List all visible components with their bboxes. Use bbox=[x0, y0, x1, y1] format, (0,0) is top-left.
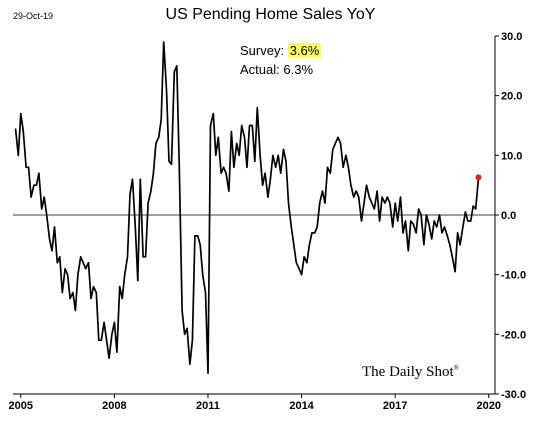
series-line bbox=[14, 41, 480, 374]
y-tick-label: -30.0 bbox=[501, 389, 526, 401]
series-group bbox=[14, 41, 482, 374]
x-tick-label: 2014 bbox=[289, 400, 314, 412]
survey-actual-annotation: Survey: 3.6% Actual: 6.3% bbox=[240, 41, 322, 79]
date-stamp: 29-Oct-19 bbox=[13, 11, 54, 21]
watermark-logo: The Daily Shot® bbox=[362, 364, 459, 381]
tick-labels: 30.0 20.0 10.0 0.0 -10.0 -20.0 -30.0 2005 2008 20… bbox=[9, 31, 527, 412]
survey-label: Survey: bbox=[240, 43, 285, 58]
watermark-text: The Daily Shot bbox=[362, 364, 454, 380]
registered-mark: ® bbox=[453, 364, 459, 372]
actual-value: 6.3% bbox=[283, 62, 314, 77]
survey-row: Survey: 3.6% bbox=[240, 41, 322, 60]
x-tick-label: 2005 bbox=[9, 400, 33, 412]
y-tick-label: 20.0 bbox=[501, 91, 522, 103]
chart-axes bbox=[13, 35, 499, 398]
y-tick-label: -20.0 bbox=[501, 329, 526, 341]
y-tick-label: 30.0 bbox=[501, 31, 522, 43]
y-tick-label: 0.0 bbox=[501, 210, 516, 222]
actual-row: Actual: 6.3% bbox=[240, 60, 321, 79]
endpoint-marker bbox=[475, 174, 482, 181]
x-tick-label: 2017 bbox=[383, 400, 407, 412]
x-tick-label: 2008 bbox=[102, 400, 126, 412]
x-tick-label: 2020 bbox=[477, 400, 501, 412]
y-tick-label: -10.0 bbox=[501, 270, 526, 282]
chart-title: US Pending Home Sales YoY bbox=[165, 6, 376, 23]
actual-label: Actual: bbox=[240, 62, 280, 77]
x-tick-label: 2011 bbox=[196, 400, 220, 412]
y-tick-label: 10.0 bbox=[501, 150, 522, 162]
survey-value: 3.6% bbox=[287, 43, 322, 58]
